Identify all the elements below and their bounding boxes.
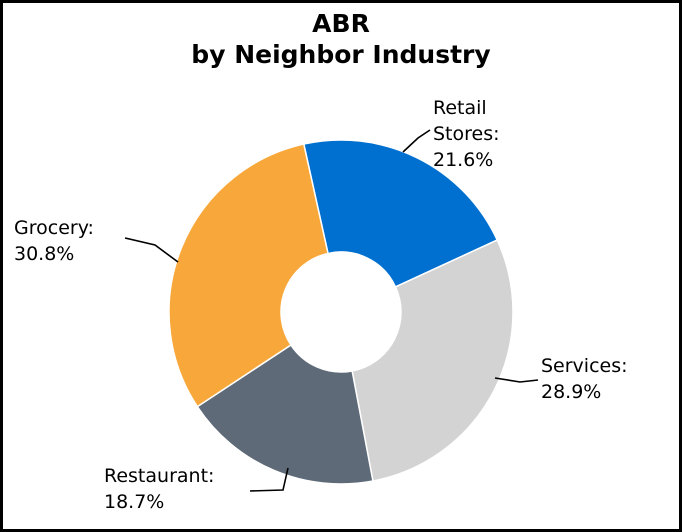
label-retail-stores-line-2: Stores:	[433, 123, 500, 145]
slice-services	[351, 239, 514, 482]
label-services: Services: 28.9%	[541, 355, 628, 403]
slice-labels: Retail Stores: 21.6% Services: 28.9% Restaura…	[14, 97, 628, 513]
slice-retail-stores	[302, 139, 499, 288]
label-retail-stores-line-3: 21.6%	[433, 149, 493, 171]
chart-title-line-1: ABR	[312, 9, 370, 38]
slice-grocery	[168, 143, 329, 408]
label-grocery-line-2: 30.8%	[14, 243, 74, 265]
slice-restaurant	[196, 343, 374, 485]
leader-line-restaurant	[249, 467, 289, 492]
leader-line-retail-stores	[402, 129, 431, 153]
label-services-line-2: 28.9%	[541, 381, 601, 403]
label-services-line-1: Services:	[541, 355, 628, 377]
label-leader-lines	[124, 129, 539, 492]
label-grocery-line-1: Grocery:	[14, 217, 94, 239]
donut-slices	[168, 139, 514, 485]
leader-line-grocery	[124, 237, 179, 263]
label-restaurant: Restaurant: 18.7%	[104, 465, 214, 513]
chart-title: ABR by Neighbor Industry	[0, 8, 682, 70]
leader-line-services	[494, 377, 539, 383]
label-restaurant-line-2: 18.7%	[104, 491, 164, 513]
label-grocery: Grocery: 30.8%	[14, 217, 94, 265]
label-restaurant-line-1: Restaurant:	[104, 465, 214, 487]
label-retail-stores-line-1: Retail	[433, 97, 487, 119]
label-retail-stores: Retail Stores: 21.6%	[433, 97, 500, 171]
chart-title-line-2: by Neighbor Industry	[191, 40, 491, 69]
